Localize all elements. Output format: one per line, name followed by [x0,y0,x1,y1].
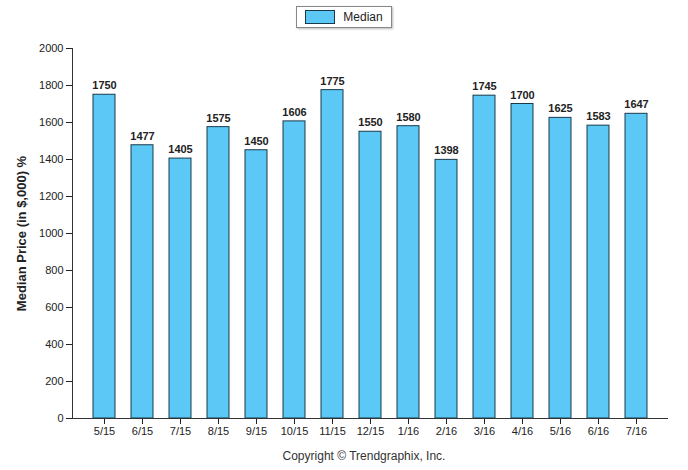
svg-text:1477: 1477 [130,130,154,142]
svg-text:1800: 1800 [39,79,63,91]
svg-text:1580: 1580 [396,111,420,123]
svg-text:10/15: 10/15 [281,425,309,437]
svg-text:1606: 1606 [282,106,306,118]
svg-text:1400: 1400 [39,153,63,165]
svg-text:1647: 1647 [624,98,648,110]
svg-text:1200: 1200 [39,190,63,202]
svg-text:8/15: 8/15 [208,425,229,437]
svg-text:6/16: 6/16 [588,425,609,437]
svg-text:200: 200 [45,375,63,387]
svg-text:1600: 1600 [39,116,63,128]
svg-text:4/16: 4/16 [512,425,533,437]
svg-text:1700: 1700 [510,89,534,101]
svg-text:0: 0 [57,412,63,424]
svg-text:1398: 1398 [434,144,458,156]
svg-text:800: 800 [45,264,63,276]
svg-text:1583: 1583 [586,110,610,122]
svg-text:1450: 1450 [244,135,268,147]
svg-text:1575: 1575 [206,112,230,124]
svg-text:400: 400 [45,338,63,350]
svg-text:5/15: 5/15 [94,425,115,437]
svg-text:1550: 1550 [358,116,382,128]
svg-text:1/16: 1/16 [398,425,419,437]
svg-text:7/16: 7/16 [626,425,647,437]
svg-text:12/15: 12/15 [357,425,385,437]
svg-text:5/16: 5/16 [550,425,571,437]
svg-text:2/16: 2/16 [436,425,457,437]
svg-text:1745: 1745 [472,80,496,92]
svg-text:1405: 1405 [168,143,192,155]
html-text:Median: Median [343,10,383,24]
svg-text:1625: 1625 [548,102,572,114]
svg-text:2000: 2000 [39,42,63,54]
svg-text:Median Price (in $,000) %: Median Price (in $,000) % [14,155,29,311]
html-text:Copyright © Trendgraphix, Inc.: Copyright © Trendgraphix, Inc. [282,449,446,463]
svg-text:1750: 1750 [92,79,116,91]
svg-text:6/15: 6/15 [132,425,153,437]
svg-text:1000: 1000 [39,227,63,239]
svg-text:600: 600 [45,301,63,313]
svg-text:1775: 1775 [320,75,344,87]
svg-text:11/15: 11/15 [319,425,346,437]
svg-text:3/16: 3/16 [474,425,495,437]
svg-text:9/15: 9/15 [246,425,267,437]
svg-text:7/15: 7/15 [170,425,191,437]
